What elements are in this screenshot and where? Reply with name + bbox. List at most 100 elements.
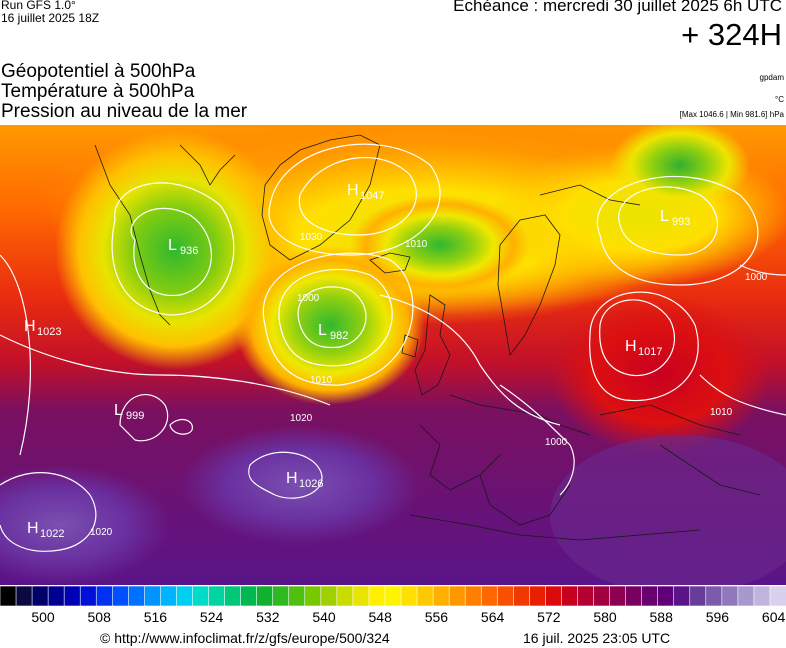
color-scale-swatch	[256, 586, 274, 606]
color-scale-swatch	[432, 586, 451, 606]
color-scale-swatch	[288, 586, 306, 606]
svg-text:H: H	[27, 520, 39, 537]
color-scale-swatch	[272, 586, 290, 606]
pressure-range: [Max 1046.6 | Min 981.6] hPa	[679, 110, 784, 119]
color-scale-swatch	[769, 586, 786, 606]
pressure-center-low: L 993	[660, 208, 690, 228]
pressure-center-low: L 982	[318, 322, 348, 342]
pressure-center-high: H 1017	[625, 338, 662, 358]
warm-region-atlantic-center	[180, 425, 420, 545]
color-scale-swatch	[111, 586, 130, 606]
svg-text:H: H	[286, 470, 298, 487]
pressure-center-low: L 999	[114, 402, 144, 422]
color-scale-swatch	[176, 586, 194, 606]
isobar-labels: 1000 1010 1020 1030 1000 1010 1010 1000 …	[90, 232, 768, 538]
color-scale-swatch	[63, 586, 82, 606]
color-scale-tick-label: 564	[480, 609, 505, 625]
color-scale-tick-label: 556	[424, 609, 449, 625]
isobar-label: 1010	[710, 407, 733, 418]
color-scale-swatch	[384, 586, 402, 606]
temp-cold-core-west	[55, 130, 295, 370]
color-scale-swatch	[47, 586, 66, 606]
svg-text:982: 982	[330, 330, 348, 342]
color-scale-swatch	[31, 586, 50, 606]
svg-text:999: 999	[126, 410, 144, 422]
svg-text:1047: 1047	[360, 190, 384, 202]
color-scale-tick-label: 524	[199, 609, 224, 625]
color-scale-swatch	[673, 586, 691, 606]
color-scale-tick-label: 596	[705, 609, 730, 625]
color-scale-swatch	[79, 586, 98, 606]
color-scale-ticks: 500 508 516 524 532 540 548 556 564 572 580 588 596 6…	[0, 609, 786, 629]
color-scale-swatch	[593, 586, 611, 606]
generation-timestamp: 16 juil. 2025 23:05 UTC	[523, 630, 671, 646]
color-scale-swatch	[641, 586, 659, 606]
svg-text:L: L	[318, 322, 327, 339]
coastlines	[94, 134, 761, 541]
run-label: Run GFS 1.0°	[1, 0, 76, 12]
isobar-label: 1000	[545, 437, 568, 448]
layer-title-geopotential: Géopotentiel à 500hPa	[1, 61, 196, 82]
warm-region-russia	[550, 295, 770, 455]
color-scale-swatch	[689, 586, 707, 606]
pressure-center-high: H 1023	[24, 318, 61, 338]
color-scale-swatch	[737, 586, 755, 606]
color-scale-swatch	[400, 586, 418, 606]
color-scale-swatch	[577, 586, 595, 606]
isobar-label: 1000	[297, 293, 320, 304]
svg-text:1026: 1026	[299, 478, 323, 490]
warm-region-southeast	[550, 435, 786, 585]
color-scale-swatch	[545, 586, 563, 606]
unit-geopotential: gpdam	[759, 73, 784, 82]
color-scale-swatch	[529, 586, 547, 606]
color-scale-swatch	[513, 586, 531, 606]
color-scale-swatch	[320, 586, 338, 606]
svg-text:936: 936	[180, 245, 198, 257]
warm-region-atlantic-sw	[0, 465, 170, 585]
svg-text:1023: 1023	[37, 326, 61, 338]
color-scale-swatch	[609, 586, 627, 606]
lead-time: + 324H	[681, 17, 782, 52]
layer-title-pressure: Pression au niveau de la mer	[1, 101, 248, 122]
forecast-valid-time: Echéance : mercredi 30 juillet 2025 6h U…	[453, 0, 782, 15]
color-scale-swatch	[352, 586, 370, 606]
isobars	[0, 143, 786, 552]
svg-text:L: L	[168, 237, 177, 254]
svg-text:L: L	[114, 402, 123, 419]
color-scale-tick-label: 588	[649, 609, 673, 625]
color-scale-swatch	[657, 586, 675, 606]
unit-temperature: °C	[775, 95, 784, 104]
color-scale-tick-label: 500	[31, 609, 55, 625]
color-scale-swatch	[224, 586, 242, 606]
color-scale-swatch	[464, 586, 483, 606]
color-scale-swatch	[753, 586, 771, 606]
color-scale-swatch	[496, 586, 515, 606]
temp-cold-core-iceland	[350, 195, 530, 295]
svg-text:1017: 1017	[638, 346, 662, 358]
layer-title-temperature: Température à 500hPa	[1, 81, 195, 102]
isobar-label: 1000	[745, 272, 768, 283]
color-scale-swatch	[15, 586, 33, 606]
color-scale-swatch	[304, 586, 322, 606]
pressure-center-high: H 1047	[347, 182, 384, 202]
color-scale-tick-label: 580	[593, 609, 617, 625]
svg-text:H: H	[625, 338, 637, 355]
temp-cold-core-northeast	[610, 125, 750, 210]
temp-cold-core-mid	[235, 245, 425, 405]
pressure-center-high: H 1026	[286, 470, 323, 490]
color-scale-swatch	[448, 586, 467, 606]
svg-text:993: 993	[672, 216, 690, 228]
color-scale-tick-label: 540	[312, 609, 336, 625]
source-url[interactable]: © http://www.infoclimat.fr/z/gfs/europe/…	[100, 630, 390, 646]
run-date: 16 juillet 2025 18Z	[1, 11, 100, 25]
weather-map: 1000 1010 1020 1030 1000 1010 1010 1000 …	[0, 125, 786, 585]
color-scale-swatch	[336, 586, 354, 606]
color-scale-tick-label: 572	[537, 609, 561, 625]
color-scale-tick-label: 604	[761, 609, 786, 625]
color-scale-swatch	[368, 586, 386, 606]
color-scale-swatch	[0, 586, 17, 606]
color-scale-swatch	[95, 586, 114, 606]
isobar-label: 1030	[300, 232, 323, 243]
color-scale-swatch	[160, 586, 178, 606]
